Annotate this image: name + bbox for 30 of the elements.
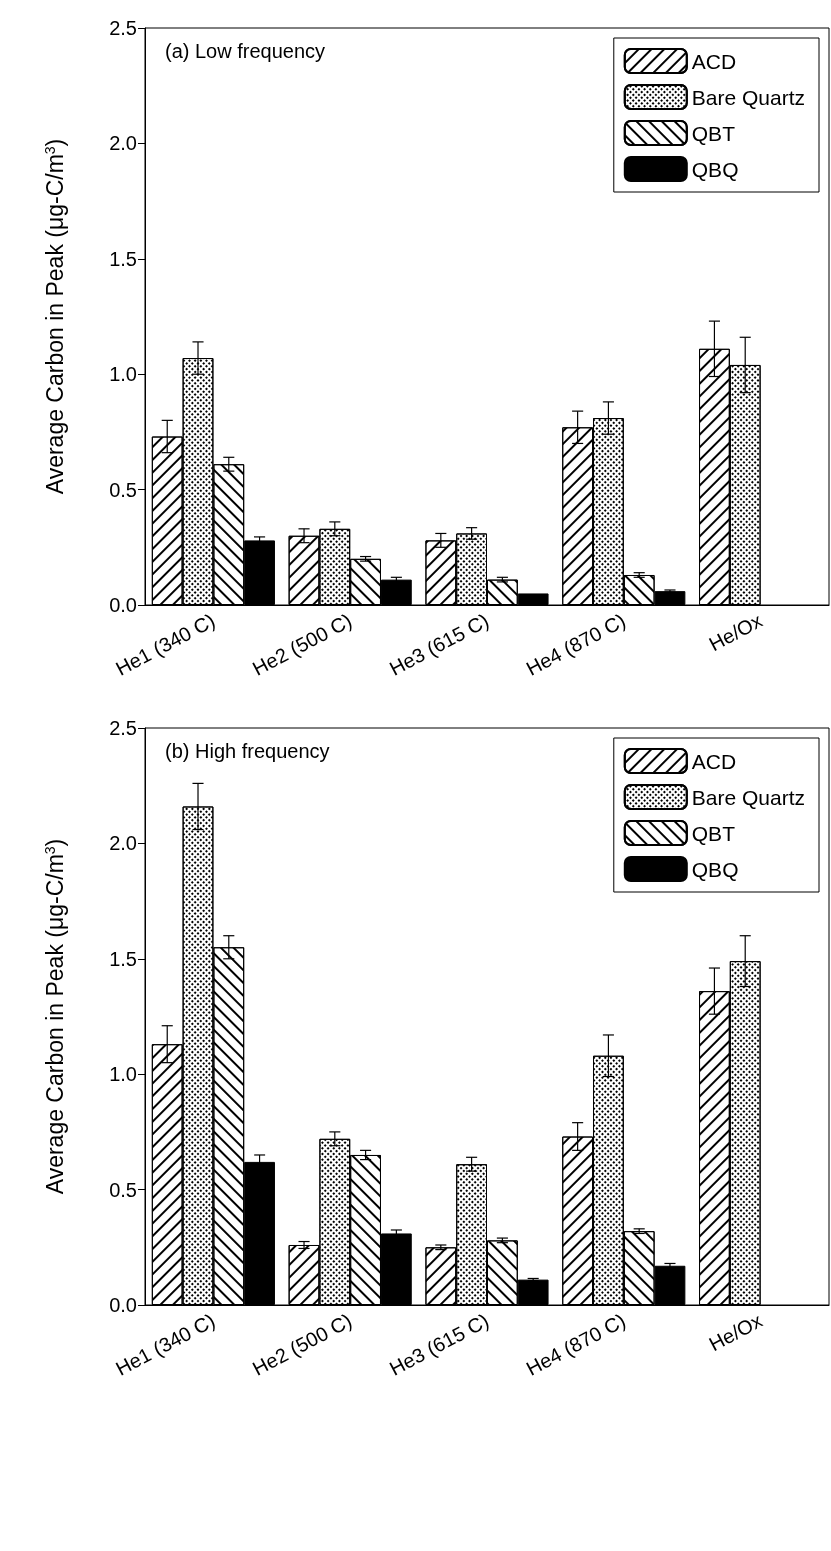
y-axis-title: Average Carbon in Peak (μg-C/m3) <box>42 838 68 1195</box>
legend-label: ACD <box>691 49 737 73</box>
legend-label: Bare Quartz <box>691 85 806 109</box>
legend-label: QBQ <box>691 157 739 181</box>
y-tick-label: 2.5 <box>109 717 137 739</box>
x-tick-label: He4 (870 C) <box>522 609 629 680</box>
legend-label: QBT <box>691 821 736 845</box>
text: (b) High frequency <box>165 740 330 762</box>
legend-label: ACD <box>691 749 737 773</box>
x-tick-label: He4 (870 C) <box>522 1309 629 1380</box>
x-tick-label: He3 (615 C) <box>385 1309 493 1380</box>
y-tick-label: 1.0 <box>109 1063 137 1086</box>
y-axis-title: Average Carbon in Peak (μg-C/m3) <box>42 138 68 495</box>
legend-label: QBQ <box>691 857 739 881</box>
y-tick-label: 1.5 <box>109 247 137 270</box>
legend-label: Bare Quartz <box>691 785 806 809</box>
y-tick-label: 2.5 <box>109 17 137 39</box>
y-tick-label: 2.0 <box>109 132 137 155</box>
y-tick-label: 1.0 <box>109 363 137 386</box>
x-tick-label: He3 (615 C) <box>385 609 493 680</box>
x-tick-label: He2 (500 C) <box>248 1309 356 1380</box>
legend-label: QBT <box>691 121 736 145</box>
y-tick-label: 0.5 <box>109 478 137 501</box>
text: (a) Low frequency <box>165 40 326 62</box>
y-tick-label: 0.5 <box>109 1178 137 1201</box>
x-tick-label: He2 (500 C) <box>248 609 356 680</box>
y-tick-label: 0.0 <box>109 594 137 616</box>
y-tick-label: 1.5 <box>109 947 137 970</box>
y-tick-label: 2.0 <box>109 832 137 855</box>
y-tick-label: 0.0 <box>109 1294 137 1316</box>
